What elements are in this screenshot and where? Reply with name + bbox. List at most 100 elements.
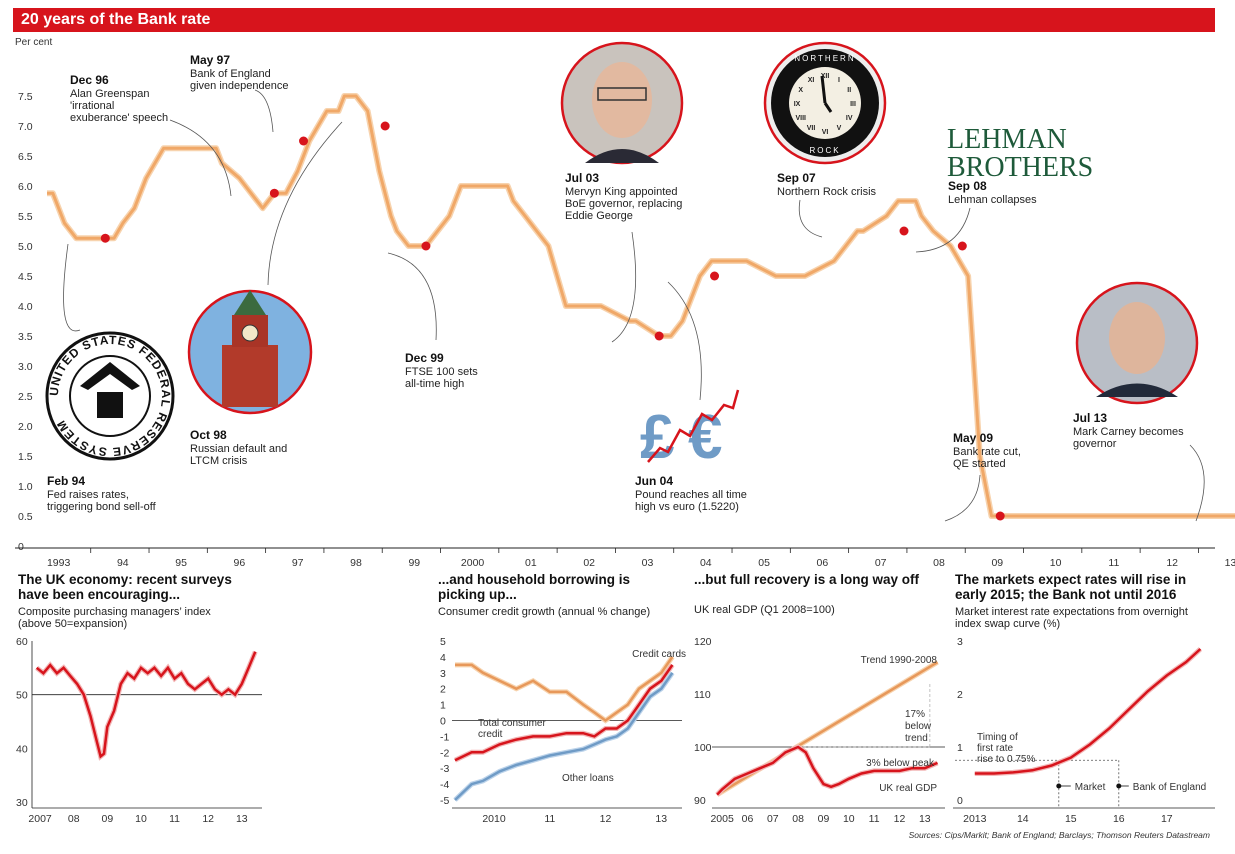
x-tick-label: 17 — [1161, 813, 1173, 825]
x-tick-label: 15 — [1065, 813, 1077, 825]
event-dot — [957, 241, 967, 251]
series-label: Credit cards — [632, 649, 686, 660]
suit — [585, 149, 659, 163]
event-text: Lehman collapses — [948, 194, 1037, 206]
y-tick-label: 5.5 — [18, 211, 33, 223]
event-dot — [299, 136, 309, 146]
event-text: Bank rate cut, — [953, 446, 1021, 458]
y-tick-label: 50 — [16, 690, 28, 702]
y-tick-label: 1 — [957, 742, 963, 754]
x-tick-label: 99 — [408, 557, 420, 569]
x-tick-label: 12 — [202, 813, 214, 825]
panel-subtitle: index swap curve (%) — [955, 618, 1060, 630]
x-tick-label: 06 — [742, 813, 754, 825]
y-tick-label: 3.0 — [18, 361, 33, 373]
tower-clock-icon — [241, 324, 259, 342]
event-date: Jul 03 — [565, 171, 599, 185]
event-date: Dec 99 — [405, 351, 444, 365]
y-tick-label: 2.5 — [18, 391, 33, 403]
panel-title: early 2015; the Bank not until 2016 — [955, 587, 1177, 602]
event-text: governor — [1073, 438, 1117, 450]
event-date: May 97 — [190, 53, 230, 67]
x-tick-label: 2007 — [28, 813, 52, 825]
x-tick-label: 08 — [933, 557, 945, 569]
x-tick-label: 05 — [758, 557, 770, 569]
ois-line — [974, 648, 1202, 775]
peak-gap-label: 3% below peak — [866, 758, 935, 769]
event-dot — [995, 511, 1005, 521]
clock-numeral: XI — [808, 77, 815, 84]
bank-rate-line — [47, 94, 1235, 518]
clock-numeral: VII — [807, 125, 816, 132]
event-leader-line — [611, 231, 637, 343]
y-tick-label: 4.5 — [18, 271, 33, 283]
event-text: LTCM crisis — [190, 455, 248, 467]
mervyn-king-photo — [560, 41, 684, 165]
credit-series-line — [454, 664, 674, 762]
event-text: FTSE 100 sets — [405, 366, 478, 378]
clock-numeral: I — [838, 77, 840, 84]
event-leader-line — [169, 119, 232, 197]
x-tick-label: 02 — [583, 557, 595, 569]
y-tick-label: -5 — [440, 795, 449, 807]
y-tick-label: 2 — [440, 684, 446, 696]
fed-seal-logo: UNITED STATES FEDERAL RESERVE SYSTEM — [45, 331, 175, 461]
event-leader-line — [1189, 444, 1205, 522]
y-tick-label: 1.5 — [18, 451, 33, 463]
lehman-logo-text: LEHMAN — [947, 124, 1067, 155]
clock-numeral: VIII — [795, 115, 806, 122]
x-tick-label: 1993 — [47, 557, 71, 569]
gdp-label: UK real GDP — [879, 783, 937, 794]
y-tick-label: 100 — [694, 742, 712, 754]
x-tick-label: 07 — [767, 813, 779, 825]
credit-series-line — [454, 672, 674, 801]
event-text: Fed raises rates, — [47, 489, 129, 501]
y-tick-label: 3 — [440, 668, 446, 680]
x-tick-label: 11 — [544, 813, 555, 825]
event-leader-line — [267, 121, 343, 286]
tower-spire — [234, 290, 266, 315]
y-tick-label: 2 — [957, 689, 963, 701]
pound-euro-graphic: £ € — [640, 389, 740, 472]
event-text: Eddie George — [565, 210, 633, 222]
clock-numeral: X — [798, 87, 803, 94]
x-tick-label: 95 — [175, 557, 187, 569]
event-leader-line — [387, 252, 437, 341]
event-text: high vs euro (1.5220) — [635, 501, 739, 513]
y-tick-label: 40 — [16, 743, 28, 755]
x-tick-label: 2010 — [482, 813, 506, 825]
event-text: exuberance' speech — [70, 112, 168, 124]
event-dot — [100, 233, 110, 243]
event-leader-line — [915, 207, 971, 253]
event-text: Russian default and — [190, 443, 287, 455]
x-tick-label: 09 — [991, 557, 1003, 569]
pmi-line-halo — [35, 650, 258, 761]
clock-numeral: III — [850, 101, 856, 108]
y-tick-label: 2.0 — [18, 421, 33, 433]
series-label: Total consumer — [478, 718, 546, 729]
chart-title: 20 years of the Bank rate — [21, 11, 211, 28]
y-tick-label: 3.5 — [18, 331, 33, 343]
y-tick-label: 4 — [440, 652, 446, 664]
clock-numeral: IX — [794, 101, 801, 108]
shield-icon — [97, 392, 123, 418]
panel-subtitle: Market interest rate expectations from o… — [955, 606, 1188, 618]
event-text: Northern Rock crisis — [777, 186, 877, 198]
clock-numeral: XII — [821, 73, 830, 80]
event-leader-line — [798, 199, 823, 238]
x-tick-label: 94 — [117, 557, 129, 569]
x-tick-label: 09 — [818, 813, 830, 825]
clock-numeral: II — [847, 87, 851, 94]
suit — [1096, 383, 1178, 397]
x-tick-label: 16 — [1113, 813, 1125, 825]
event-text: 'irrational — [70, 100, 114, 112]
event-date: Sep 07 — [777, 171, 816, 185]
title-bar: 20 years of the Bank rate — [13, 8, 1215, 32]
event-dot — [899, 226, 909, 236]
x-tick-label: 13 — [655, 813, 667, 825]
clock-numeral: V — [837, 125, 842, 132]
series-label: credit — [478, 729, 503, 740]
panel-title: The UK economy: recent surveys — [18, 572, 232, 587]
